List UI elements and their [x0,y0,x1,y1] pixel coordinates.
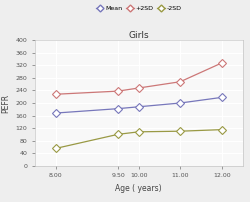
X-axis label: Age ( years): Age ( years) [116,184,162,193]
Y-axis label: PEFR: PEFR [1,94,10,113]
Title: Girls: Girls [128,31,149,40]
Legend: Mean, +2SD, -2SD: Mean, +2SD, -2SD [94,3,184,14]
